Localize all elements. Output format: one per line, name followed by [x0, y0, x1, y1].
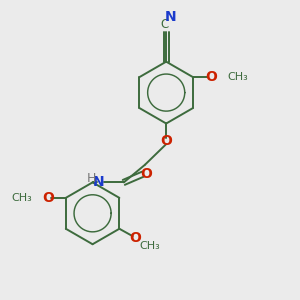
- Text: N: N: [165, 10, 176, 24]
- Text: O: O: [130, 231, 142, 244]
- Text: O: O: [140, 167, 152, 181]
- Text: O: O: [42, 191, 54, 205]
- Text: O: O: [160, 134, 172, 148]
- Text: N: N: [93, 175, 105, 189]
- Text: H: H: [87, 172, 96, 185]
- Text: CH₃: CH₃: [11, 193, 32, 203]
- Text: CH₃: CH₃: [140, 242, 160, 251]
- Text: C: C: [160, 18, 169, 31]
- Text: O: O: [205, 70, 217, 84]
- Text: CH₃: CH₃: [227, 72, 248, 82]
